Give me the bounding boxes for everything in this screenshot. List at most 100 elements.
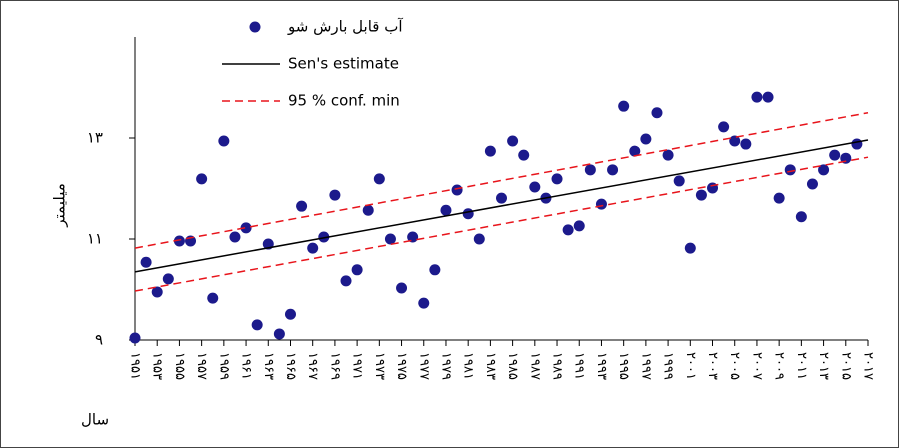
point [751,91,763,103]
x-tick-label: ۲۰۰۱ [683,352,698,380]
point [151,286,163,298]
y-tick-label: ۱۱ [87,230,103,248]
legend-label: 95 % conf. min [288,92,400,110]
x-tick-label: ۱۹۸۹ [550,352,565,380]
point [784,164,796,176]
x-tick-label: ۲۰۱۳ [816,352,831,380]
point [496,192,507,204]
point [240,222,252,234]
point [284,308,296,320]
x-tick-label: ۲۰۱۵ [838,352,853,380]
legend-label: Sen's estimate [288,55,399,73]
x-tick-label: ۱۹۷۵ [394,352,409,380]
point [573,220,585,232]
point [529,181,541,193]
y-axis-label: میلیمتر [51,183,69,228]
x-tick-label: ۱۹۹۳ [594,352,609,380]
point [307,242,319,254]
point [795,211,807,223]
point [440,204,452,216]
x-tick-label: ۱۹۵۹ [216,352,231,380]
point [407,231,419,243]
point [273,328,285,340]
point [429,264,441,276]
point [806,178,818,190]
point [162,273,174,285]
point [695,189,707,201]
point [384,233,396,245]
point [229,231,241,243]
point [562,224,574,236]
point [640,133,652,145]
x-tick-label: ۲۰۰۷ [749,352,764,380]
trend-line [134,139,869,273]
x-axis-label: سال [81,411,109,429]
point [829,149,841,161]
point [473,233,485,245]
x-tick-label: ۱۹۵۷ [194,352,209,380]
point [818,164,830,176]
point [662,149,674,161]
x-tick-label: ۱۹۶۹ [327,352,342,380]
x-tick-label: ۲۰۰۹ [772,352,787,380]
legend-label: آب قابل بارش شو [287,18,403,36]
x-tick-label: ۱۹۵۳ [150,352,165,380]
x-tick-label: ۱۹۷۳ [372,352,387,380]
point [595,198,607,210]
point [218,135,230,147]
x-tick-label: ۱۹۷۷ [416,352,431,380]
y-tick-label: ۹ [95,331,103,349]
point [740,138,752,150]
y-tick-label: ۱۳ [87,129,103,147]
x-tick-label: ۱۹۸۱ [461,352,476,380]
point [773,192,785,204]
point [584,164,596,176]
point [484,145,496,157]
point [673,175,685,187]
point [462,208,474,220]
trend-line [134,156,869,292]
x-tick-label: ۲۰۱۷ [861,352,876,380]
x-tick-label: ۱۹۷۹ [438,352,453,380]
x-tick-label: ۱۹۹۷ [638,352,653,380]
point [318,231,330,243]
x-tick-label: ۲۰۱۱ [794,352,809,380]
point [684,242,696,254]
x-tick-label: ۱۹۵۱ [128,352,143,380]
x-tick-label: ۱۹۹۱ [572,352,587,380]
point [196,173,208,185]
legend-marker [249,21,261,33]
point [173,235,185,247]
x-tick-label: ۱۹۶۷ [305,352,320,380]
point [451,184,463,196]
point [329,189,341,201]
point [518,149,530,161]
x-tick-label: ۱۹۷۱ [350,352,365,380]
trend-line [134,112,869,249]
x-tick-label: ۲۰۰۳ [705,352,720,380]
point [362,204,374,216]
x-tick-label: ۱۹۸۷ [527,352,542,380]
point [840,152,852,164]
point [551,173,563,185]
x-tick-label: ۱۹۸۳ [483,352,498,380]
point [618,100,630,112]
point [129,332,141,344]
point [396,282,408,294]
point [351,264,363,276]
point [418,297,430,309]
point [140,256,152,268]
point [251,319,263,331]
x-tick-label: ۱۹۸۵ [505,352,520,380]
point [340,275,352,287]
point [296,200,308,212]
point [373,173,385,185]
point [762,91,774,103]
x-tick-label: ۱۹۶۱ [239,352,254,380]
point [607,164,619,176]
point [629,145,641,157]
x-tick-label: ۲۰۰۵ [727,352,742,380]
point [718,121,730,133]
point [507,135,519,147]
